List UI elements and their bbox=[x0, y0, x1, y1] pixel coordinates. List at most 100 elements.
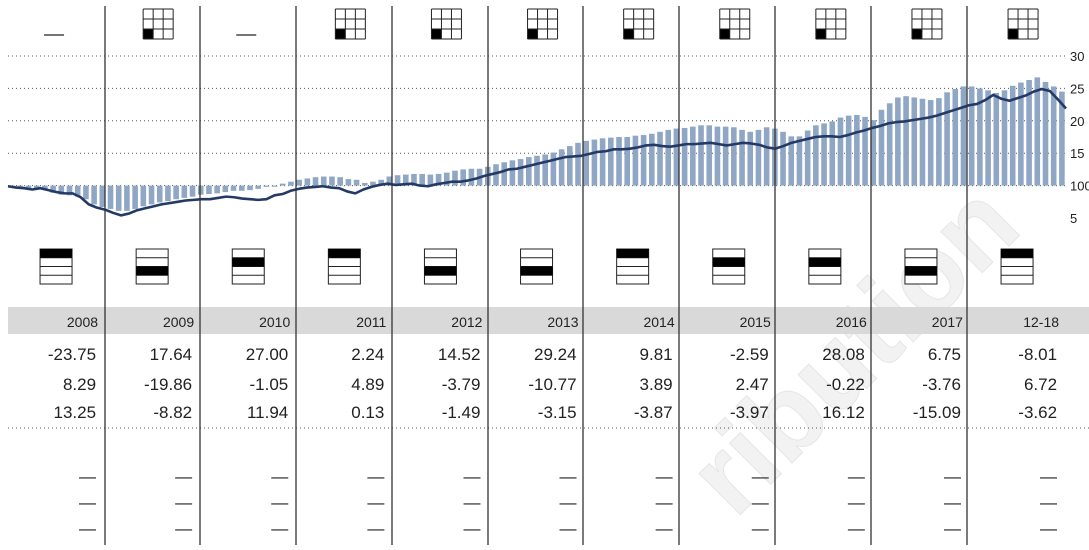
chart-bar bbox=[66, 185, 73, 196]
year-header-label: 2015 bbox=[740, 314, 771, 330]
quartile-rank-icon bbox=[712, 248, 746, 285]
quartile-rank-icon bbox=[327, 248, 361, 285]
chart-bar bbox=[33, 185, 40, 189]
bars-layer bbox=[9, 77, 1065, 211]
table-cell-value: -3.76 bbox=[922, 375, 961, 394]
chart-bar bbox=[140, 185, 147, 207]
chart-bar bbox=[837, 117, 844, 186]
chart-bar bbox=[706, 125, 713, 186]
quartile-rank-icon bbox=[39, 248, 73, 285]
year-header-label: 2009 bbox=[163, 314, 194, 330]
chart-bar bbox=[222, 185, 229, 193]
chart-bar bbox=[1050, 86, 1057, 186]
y-tick-label: 20 bbox=[1070, 114, 1084, 129]
empty-cell-dash: — bbox=[560, 467, 577, 486]
quartile-filled-segment bbox=[40, 249, 73, 258]
table-cell-value: 6.75 bbox=[928, 345, 961, 364]
chart-bar bbox=[534, 155, 540, 186]
chart-bar bbox=[468, 168, 475, 186]
chart-bar bbox=[361, 183, 368, 186]
chart-bar bbox=[181, 185, 188, 198]
empty-cell-dash: — bbox=[271, 493, 288, 512]
empty-cell-dash: — bbox=[175, 493, 192, 512]
chart-bar bbox=[42, 185, 48, 189]
style-box-grid-icon bbox=[815, 8, 847, 40]
chart-bar bbox=[1042, 81, 1049, 186]
table-cell-value: -3.97 bbox=[730, 403, 769, 422]
chart-bar bbox=[312, 177, 319, 186]
chart-bar bbox=[599, 138, 606, 186]
chart-bar bbox=[690, 126, 696, 186]
chart-bar bbox=[99, 185, 106, 207]
style-box-grid-icon bbox=[911, 8, 943, 40]
table-cell-value: 6.72 bbox=[1024, 375, 1057, 394]
chart-bar bbox=[394, 175, 401, 186]
year-header-label: 2011 bbox=[356, 314, 386, 330]
chart-bar bbox=[591, 139, 598, 186]
chart-bar bbox=[558, 149, 565, 186]
chart-bar bbox=[255, 185, 261, 189]
style-box-filled-cell bbox=[911, 29, 922, 39]
chart-bar bbox=[919, 98, 926, 186]
empty-cell-dash: — bbox=[1040, 493, 1057, 512]
chart-bar bbox=[320, 176, 327, 186]
empty-cell-dash: — bbox=[560, 519, 577, 538]
column-dividers-layer bbox=[104, 6, 968, 545]
chart-bar bbox=[402, 174, 409, 186]
year-header-label: 2017 bbox=[932, 314, 963, 330]
empty-cell-dash: — bbox=[656, 519, 673, 538]
table-cell-value: -8.01 bbox=[1018, 345, 1057, 364]
chart-bar bbox=[214, 185, 220, 194]
chart-bar bbox=[977, 88, 983, 186]
quartile-filled-segment bbox=[136, 266, 169, 276]
quartile-rank-icon bbox=[520, 248, 554, 285]
chart-bar bbox=[714, 126, 721, 186]
chart-bar bbox=[665, 129, 672, 186]
chart-bar bbox=[739, 129, 745, 186]
chart-bar bbox=[386, 176, 393, 186]
chart-bar bbox=[813, 125, 819, 186]
style-box-grid-icon bbox=[527, 8, 559, 40]
year-header-label: 12-18 bbox=[1023, 314, 1059, 330]
chart-bar bbox=[649, 133, 655, 186]
chart-bar bbox=[936, 98, 942, 186]
empty-cell-dash: — bbox=[848, 467, 865, 486]
quartile-filled-segment bbox=[808, 257, 841, 267]
chart-bar bbox=[657, 131, 663, 186]
chart-bar bbox=[944, 92, 950, 186]
table-cell-value: -19.86 bbox=[144, 375, 192, 394]
empty-cell-dash: — bbox=[944, 467, 961, 486]
chart-bar bbox=[247, 185, 253, 191]
chart-bar bbox=[829, 121, 836, 186]
chart-bar bbox=[337, 177, 343, 186]
table-cell-value: 17.64 bbox=[150, 345, 193, 364]
y-tick-label: 30 bbox=[1070, 49, 1084, 64]
year-header-label: 2014 bbox=[643, 314, 674, 330]
empty-cell-dash: — bbox=[1040, 467, 1057, 486]
style-box-grid-icon bbox=[719, 8, 751, 40]
table-cell-value: -0.22 bbox=[826, 375, 865, 394]
empty-cell-dash: — bbox=[463, 519, 480, 538]
empty-cell-dash: — bbox=[944, 519, 961, 538]
quartile-rank-icon bbox=[231, 248, 265, 285]
chart-bar bbox=[1026, 79, 1032, 186]
y-tick-label: 25 bbox=[1070, 81, 1084, 96]
year-header-label: 2008 bbox=[67, 314, 98, 330]
style-box-grid-icon bbox=[1007, 8, 1039, 40]
chart-bar bbox=[206, 185, 212, 195]
chart-bar bbox=[796, 136, 803, 186]
chart-bar bbox=[83, 185, 89, 200]
style-box-filled-cell bbox=[1008, 29, 1019, 39]
empty-cell-dash: — bbox=[656, 467, 673, 486]
quartile-filled-segment bbox=[520, 266, 553, 276]
style-box-filled-cell bbox=[719, 29, 730, 39]
style-box-filled-cell bbox=[815, 29, 826, 39]
chart-bar bbox=[173, 185, 179, 200]
chart-bar bbox=[460, 169, 466, 186]
chart-bar bbox=[91, 185, 97, 205]
empty-cell-dash: — bbox=[560, 493, 577, 512]
year-header-band bbox=[8, 307, 1089, 334]
chart-bar bbox=[952, 89, 959, 186]
chart-bar bbox=[1009, 85, 1016, 186]
chart-bar bbox=[304, 178, 311, 186]
